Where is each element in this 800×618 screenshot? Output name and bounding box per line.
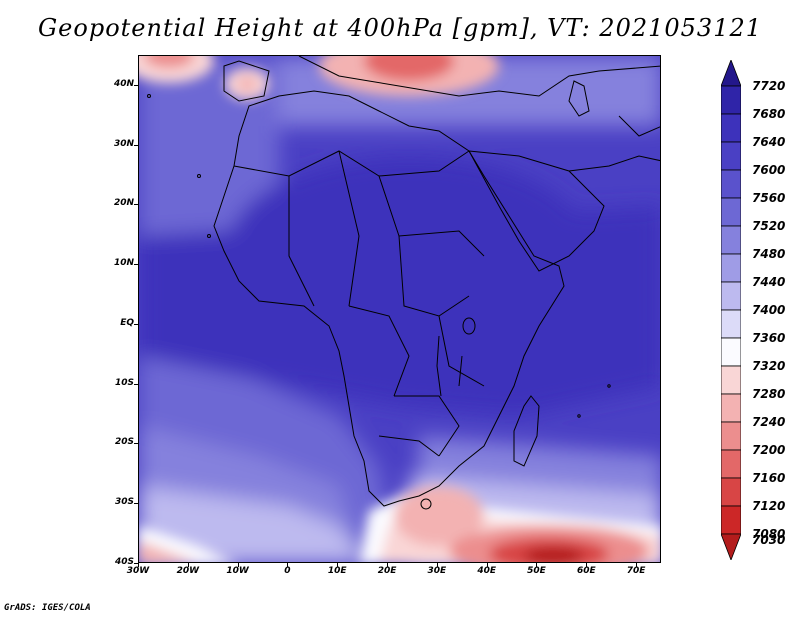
lon-label: 0: [284, 566, 291, 576]
geopotential-map: [139, 56, 660, 562]
colorbar-label: 7520: [752, 219, 786, 233]
colorbar: [721, 60, 741, 560]
colorbar-swatch: [721, 60, 741, 87]
colorbar-swatch: [721, 197, 741, 227]
lat-tick: [134, 503, 138, 505]
colorbar-label: 7400: [752, 303, 786, 317]
colorbar-swatch: [721, 281, 741, 311]
lat-label: 10N: [113, 258, 134, 269]
colorbar-label: 7120: [752, 499, 786, 513]
lon-tick: [586, 563, 588, 567]
lat-tick: [134, 204, 138, 206]
lat-tick: [134, 563, 138, 564]
lat-label: 30N: [113, 138, 134, 149]
lon-tick: [237, 563, 239, 567]
colorbar-label: 7200: [752, 443, 786, 457]
colorbar-swatch: [721, 225, 741, 255]
lon-label: 10W: [226, 566, 249, 576]
colorbar-swatch: [721, 113, 741, 143]
lon-tick: [486, 563, 488, 567]
lon-label: 50E: [527, 566, 546, 576]
colorbar-label: 7320: [752, 359, 786, 373]
colorbar-swatch: [721, 393, 741, 423]
lon-label: 70E: [626, 566, 646, 576]
colorbar-swatch: [721, 477, 741, 507]
lon-label: 10E: [327, 566, 347, 576]
colorbar-swatch: [721, 449, 741, 479]
map-frame: [138, 55, 661, 563]
colorbar-swatch: [721, 533, 741, 560]
lat-tick: [134, 264, 138, 266]
lat-label: EQ: [120, 317, 134, 328]
lon-tick: [387, 563, 389, 567]
lon-tick: [436, 563, 438, 567]
lat-label: 20S: [114, 437, 134, 448]
colorbar-swatch: [721, 141, 741, 171]
colorbar-label: 7080: [752, 527, 786, 541]
coastlines: [147, 56, 660, 510]
colorbar-swatch: [721, 337, 741, 367]
colorbar-label: 7680: [752, 107, 786, 121]
colorbar-swatch: [721, 505, 741, 535]
lon-label: 30W: [126, 566, 150, 576]
lat-tick: [134, 323, 138, 325]
colorbar-swatch: [721, 85, 741, 115]
colorbar-label: 7640: [752, 135, 786, 149]
colorbar-swatch: [721, 365, 741, 395]
lon-label: 40E: [477, 566, 496, 576]
colorbar-swatch: [721, 309, 741, 339]
lat-tick: [134, 84, 138, 86]
colorbar-label: 7240: [752, 415, 786, 429]
colorbar-swatch: [721, 421, 741, 451]
lon-label: 20E: [377, 566, 397, 576]
lat-tick: [134, 383, 138, 385]
colorbar-label: 7560: [752, 191, 786, 205]
lat-tick: [134, 144, 138, 146]
lon-label: 30E: [427, 566, 447, 576]
lon-tick: [536, 563, 538, 567]
lon-tick: [187, 563, 189, 567]
colorbar-label: 7600: [752, 163, 786, 177]
lat-label: 10S: [114, 377, 134, 388]
lat-label: 20N: [113, 198, 134, 209]
lon-label: 20W: [176, 566, 200, 576]
grads-credit: GrADS: IGES/COLA: [4, 603, 91, 613]
colorbar-label: 7720: [752, 79, 786, 93]
colorbar-label: 7360: [752, 331, 786, 345]
colorbar-label: 7160: [752, 471, 786, 485]
colorbar-label: 7440: [752, 275, 786, 289]
low-pressure-areas: [139, 56, 660, 562]
lat-tick: [134, 443, 138, 445]
colorbar-swatch: [721, 253, 741, 283]
lon-tick: [138, 563, 139, 567]
colorbar-swatch: [721, 169, 741, 199]
colorbar-label: 7480: [752, 247, 786, 261]
lon-tick: [287, 563, 289, 567]
lat-label: 30S: [114, 497, 134, 508]
chart-title: Geopotential Height at 400hPa [gpm], VT:…: [38, 14, 762, 42]
lat-label: 40N: [113, 78, 134, 89]
lat-label: 40S: [114, 557, 134, 567]
field-gradients: [139, 56, 660, 562]
colorbar-label: 7280: [752, 387, 786, 401]
lon-tick: [636, 563, 638, 567]
lon-label: 60E: [576, 566, 596, 576]
colorbar-label: 7030: [752, 533, 786, 547]
lon-tick: [337, 563, 339, 567]
